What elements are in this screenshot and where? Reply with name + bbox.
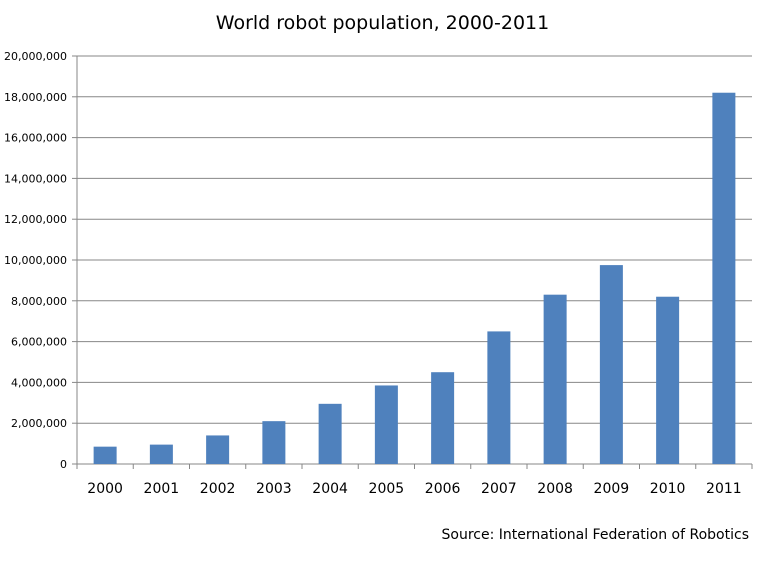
x-tick-label: 2006 (425, 481, 461, 497)
bar-2008 (543, 294, 567, 464)
y-tick-label: 0 (60, 458, 67, 471)
x-tick-label: 2000 (87, 481, 123, 497)
bar-2004 (318, 403, 342, 464)
x-tick-label: 2011 (706, 481, 742, 497)
bar-2006 (431, 372, 455, 464)
x-tick-label: 2009 (594, 481, 630, 497)
x-tick-label: 2002 (200, 481, 236, 497)
y-tick-label: 4,000,000 (11, 376, 67, 389)
y-tick-label: 8,000,000 (11, 295, 67, 308)
chart-title: World robot population, 2000-2011 (215, 12, 550, 34)
x-tick-label: 2008 (537, 481, 573, 497)
y-tick-label: 20,000,000 (4, 50, 67, 63)
bar-2010 (656, 296, 680, 464)
bar-2009 (599, 265, 623, 464)
y-tick-label: 18,000,000 (4, 91, 67, 104)
y-tick-label: 6,000,000 (11, 336, 67, 349)
bar-2002 (206, 435, 230, 464)
x-tick-label: 2007 (481, 481, 517, 497)
bar-2001 (149, 444, 173, 464)
bar-2005 (374, 385, 398, 464)
x-tick-label: 2004 (312, 481, 348, 497)
y-tick-label: 2,000,000 (11, 417, 67, 430)
x-tick-label: 2003 (256, 481, 292, 497)
y-tick-label: 12,000,000 (4, 213, 67, 226)
x-tick-label: 2001 (144, 481, 180, 497)
bar-2007 (487, 331, 511, 464)
y-tick-label: 10,000,000 (4, 254, 67, 267)
source-note: Source: International Federation of Robo… (441, 527, 750, 543)
x-tick-label: 2010 (650, 481, 686, 497)
x-tick-label: 2005 (369, 481, 405, 497)
bar-2011 (712, 92, 736, 464)
y-tick-label: 16,000,000 (4, 132, 67, 145)
bar-2000 (93, 446, 117, 464)
bar-2003 (262, 421, 286, 464)
y-tick-label: 14,000,000 (4, 172, 67, 185)
